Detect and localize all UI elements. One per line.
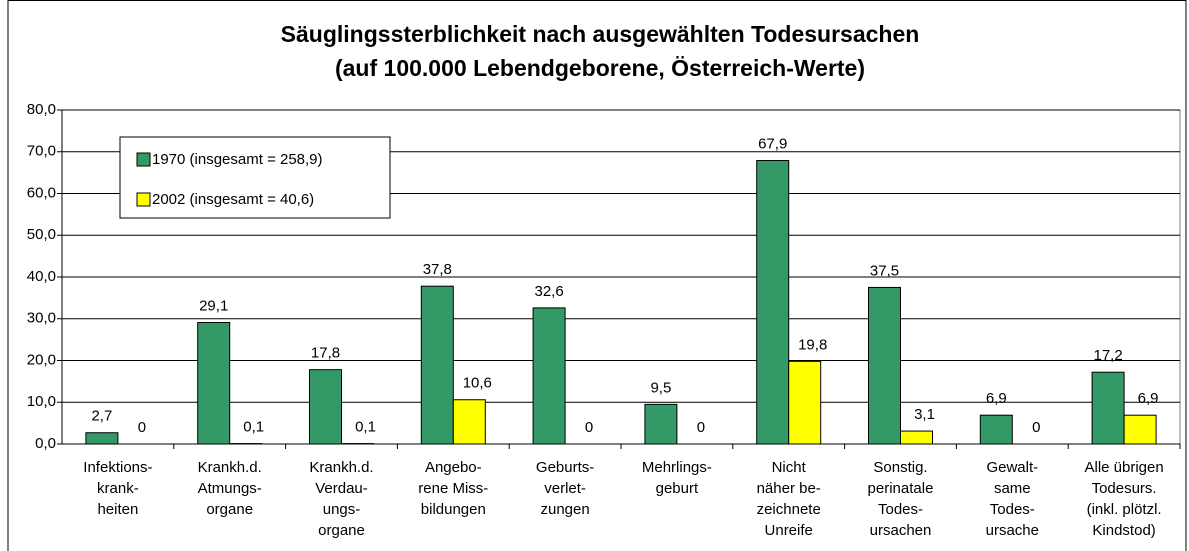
x-tick-label: Unreife — [765, 522, 813, 539]
x-tick-label: bildungen — [421, 501, 486, 518]
value-label: 17,8 — [311, 345, 340, 362]
y-tick-label: 10,0 — [27, 393, 56, 410]
x-tick-label: verlet- — [544, 480, 586, 497]
x-tick-label: rene Miss- — [418, 480, 488, 497]
x-tick-label: geburt — [656, 480, 699, 497]
bar — [85, 432, 119, 445]
legend — [119, 136, 391, 219]
bar — [979, 414, 1013, 445]
x-tick-label: zungen — [540, 501, 589, 518]
value-label: 0,1 — [243, 419, 264, 436]
x-tick-label: zeichnete — [757, 501, 821, 518]
x-tick-label: ungs- — [323, 501, 361, 518]
x-tick-label: heiten — [97, 501, 138, 518]
x-tick-label: Alle übrigen — [1084, 459, 1163, 476]
value-label: 0,1 — [355, 419, 376, 436]
x-tick-label: Infektions- — [83, 459, 152, 476]
x-tick-label: näher be- — [757, 480, 821, 497]
x-tick-label: (inkl. plötzl. — [1087, 501, 1162, 518]
legend-swatch — [136, 192, 151, 207]
bar — [532, 307, 566, 445]
x-tick-label: Todesurs. — [1092, 480, 1157, 497]
value-label: 0 — [1032, 419, 1040, 436]
x-tick-label: Krankh.d. — [309, 459, 373, 476]
x-tick-label: Krankh.d. — [198, 459, 262, 476]
value-label: 29,1 — [199, 297, 228, 314]
y-tick-label: 40,0 — [27, 268, 56, 285]
x-tick-label: Todes- — [878, 501, 923, 518]
bar — [309, 369, 342, 445]
y-tick-label: 50,0 — [27, 226, 56, 243]
x-tick-label: krank- — [97, 480, 139, 497]
x-tick-label: perinatale — [868, 480, 934, 497]
y-tick-label: 20,0 — [27, 351, 56, 368]
value-label: 3,1 — [914, 406, 935, 423]
y-tick-label: 60,0 — [27, 184, 56, 201]
x-tick-label: Angebo- — [425, 459, 482, 476]
bar — [1123, 414, 1157, 445]
x-tick-label: Nicht — [772, 459, 807, 476]
x-tick-label: Mehrlings- — [642, 459, 712, 476]
x-tick-label: same — [994, 480, 1031, 497]
value-label: 37,8 — [423, 261, 452, 278]
bar — [1091, 371, 1125, 445]
x-tick-label: ursachen — [870, 522, 932, 539]
y-tick-label: 30,0 — [27, 310, 56, 327]
x-tick-label: Geburts- — [536, 459, 594, 476]
value-label: 2,7 — [91, 408, 112, 425]
x-tick-label: Verdau- — [315, 480, 368, 497]
x-tick-label: ursache — [986, 522, 1039, 539]
x-tick-label: Sonstig. — [873, 459, 927, 476]
value-label: 10,6 — [463, 375, 492, 392]
x-tick-label: Todes- — [990, 501, 1035, 518]
value-label: 32,6 — [534, 283, 563, 300]
chart-subtitle: (auf 100.000 Lebendgeborene, Österreich-… — [335, 55, 865, 81]
value-label: 17,2 — [1093, 347, 1122, 364]
bar — [452, 399, 486, 445]
y-tick-label: 70,0 — [27, 143, 56, 160]
x-tick-label: Kindstod) — [1092, 522, 1155, 539]
bar — [788, 360, 822, 445]
bar — [756, 160, 790, 445]
bar — [900, 430, 933, 445]
x-tick-label: organe — [206, 501, 253, 518]
value-label: 0 — [138, 419, 146, 436]
value-label: 0 — [585, 419, 593, 436]
chart-title: Säuglingssterblichkeit nach ausgewählten… — [281, 21, 920, 47]
legend-swatch — [136, 152, 151, 167]
legend-label: 1970 (insgesamt = 258,9) — [152, 151, 323, 168]
bar — [197, 322, 231, 445]
value-label: 19,8 — [798, 336, 827, 353]
bar — [868, 286, 901, 445]
legend-label: 2002 (insgesamt = 40,6) — [152, 191, 314, 208]
y-tick-label: 80,0 — [27, 101, 56, 118]
value-label: 6,9 — [1138, 390, 1159, 407]
value-label: 9,5 — [650, 379, 671, 396]
x-tick-label: Atmungs- — [198, 480, 262, 497]
y-tick-label: 0,0 — [35, 435, 56, 452]
value-label: 0 — [697, 419, 705, 436]
value-label: 67,9 — [758, 135, 787, 152]
bar — [644, 403, 678, 445]
x-tick-label: organe — [318, 522, 365, 539]
value-label: 37,5 — [870, 262, 899, 279]
bar — [420, 285, 454, 445]
value-label: 6,9 — [986, 390, 1007, 407]
x-tick-label: Gewalt- — [986, 459, 1038, 476]
